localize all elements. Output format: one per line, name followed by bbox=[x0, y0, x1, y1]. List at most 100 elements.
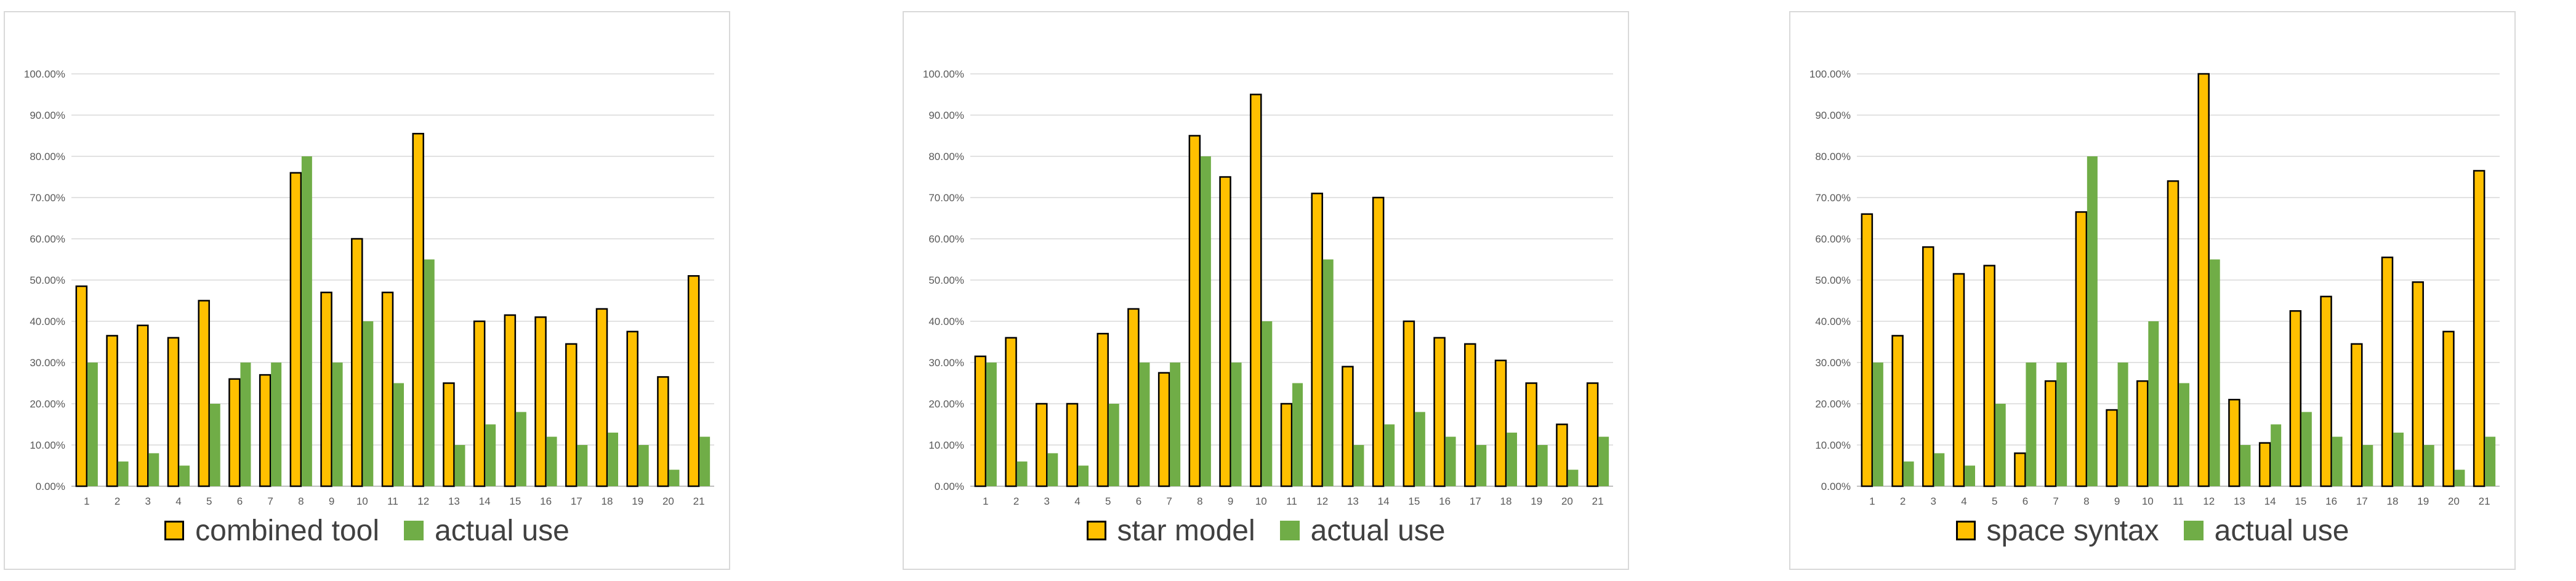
bar-model bbox=[2075, 211, 2088, 487]
bar-model bbox=[167, 337, 180, 487]
bar-model bbox=[2381, 256, 2394, 487]
bar-model bbox=[75, 285, 88, 487]
y-tick-label: 80.00% bbox=[30, 151, 65, 162]
bar-actual-use bbox=[1476, 445, 1487, 486]
bar-actual-use bbox=[1537, 445, 1548, 486]
bar-actual-use bbox=[638, 445, 649, 486]
chart-plot-area: 0.00% 10.00% 20.00% 30.00% 40.00% 50.00% 60.00… bbox=[923, 68, 1613, 505]
y-tick-label: 20.00% bbox=[928, 398, 964, 410]
bar-actual-use bbox=[424, 259, 435, 486]
y-tick-label: 100.00% bbox=[923, 68, 964, 80]
x-tick-label: 2 bbox=[1013, 495, 1019, 505]
bar-actual-use bbox=[1965, 465, 1975, 486]
bar-model bbox=[1280, 403, 1293, 487]
x-tick-label: 4 bbox=[175, 495, 181, 505]
x-tick-label: 18 bbox=[2387, 495, 2399, 505]
bar-actual-use bbox=[1507, 432, 1517, 486]
bar-model bbox=[1586, 382, 1599, 487]
bar-actual-use bbox=[2423, 445, 2434, 486]
x-tick-label: 9 bbox=[2114, 495, 2120, 505]
x-tick-label: 8 bbox=[2083, 495, 2089, 505]
bar-model bbox=[1556, 423, 1568, 487]
y-tick-label: 0.00% bbox=[935, 481, 964, 492]
bar-model bbox=[1097, 332, 1109, 487]
y-tick-label: 60.00% bbox=[30, 233, 65, 245]
bar-actual-use bbox=[515, 412, 526, 486]
bar-model bbox=[2442, 331, 2455, 487]
y-tick-label: 40.00% bbox=[1815, 316, 1851, 327]
bar-model bbox=[1433, 337, 1446, 487]
y-tick-label: 30.00% bbox=[30, 357, 65, 369]
bar-actual-use bbox=[1353, 445, 1364, 486]
bar-actual-use bbox=[2087, 156, 2098, 486]
x-tick-label: 19 bbox=[632, 495, 643, 505]
bar-actual-use bbox=[1200, 156, 1211, 486]
chart-plot-area: 0.00% 10.00% 20.00% 30.00% 40.00% 50.00% 60.00… bbox=[24, 68, 714, 505]
bar-actual-use bbox=[2148, 321, 2159, 486]
legend-label-actual-use: actual use bbox=[2214, 514, 2349, 547]
x-tick-label: 15 bbox=[509, 495, 521, 505]
bar-model bbox=[259, 374, 272, 487]
x-tick-label: 4 bbox=[1961, 495, 1966, 505]
x-tick-label: 12 bbox=[417, 495, 429, 505]
bar-model bbox=[1891, 335, 1904, 487]
x-tick-label: 7 bbox=[1166, 495, 1172, 505]
bar-model bbox=[198, 300, 210, 487]
legend-item-actual-use: actual use bbox=[1279, 514, 1446, 548]
bar-actual-use bbox=[2332, 436, 2343, 486]
bar-model bbox=[412, 132, 424, 487]
bar-model bbox=[626, 331, 638, 487]
bar-actual-use bbox=[271, 363, 282, 486]
bar-model bbox=[2228, 399, 2240, 487]
x-tick-label: 13 bbox=[1347, 495, 1359, 505]
x-tick-label: 13 bbox=[448, 495, 460, 505]
y-tick-label: 40.00% bbox=[928, 316, 964, 327]
legend-swatch-actual-use bbox=[2183, 521, 2204, 540]
x-tick-label: 1 bbox=[983, 495, 988, 505]
bar-actual-use bbox=[1078, 465, 1089, 486]
bar-model bbox=[381, 291, 394, 487]
legend-label-model: star model bbox=[1117, 514, 1255, 547]
bar-actual-use bbox=[363, 321, 374, 486]
x-tick-label: 15 bbox=[2295, 495, 2306, 505]
x-tick-label: 16 bbox=[2325, 495, 2337, 505]
bar-actual-use bbox=[1995, 404, 2006, 486]
x-tick-label: 18 bbox=[1500, 495, 1512, 505]
x-tick-label: 21 bbox=[693, 495, 705, 505]
bar-actual-use bbox=[2179, 383, 2189, 486]
bar-actual-use bbox=[1231, 363, 1242, 486]
x-tick-label: 3 bbox=[145, 495, 151, 505]
legend-label-actual-use: actual use bbox=[1310, 514, 1446, 547]
x-tick-label: 8 bbox=[1197, 495, 1202, 505]
bar-model bbox=[1372, 196, 1385, 487]
legend-label-model: combined tool bbox=[195, 514, 380, 547]
x-tick-label: 1 bbox=[1869, 495, 1875, 505]
bar-actual-use bbox=[1292, 383, 1303, 486]
x-tick-label: 16 bbox=[540, 495, 552, 505]
x-tick-label: 18 bbox=[602, 495, 613, 505]
y-tick-label: 20.00% bbox=[30, 398, 65, 410]
x-tick-label: 10 bbox=[2142, 495, 2154, 505]
legend-swatch-actual-use bbox=[1279, 521, 1300, 540]
bar-actual-use bbox=[209, 404, 220, 486]
x-tick-label: 14 bbox=[2264, 495, 2276, 505]
y-tick-label: 40.00% bbox=[30, 316, 65, 327]
bar-model bbox=[1036, 403, 1048, 487]
x-tick-label: 17 bbox=[571, 495, 582, 505]
legend-swatch-model bbox=[1086, 521, 1106, 540]
x-tick-label: 2 bbox=[115, 495, 120, 505]
x-tick-label: 20 bbox=[1561, 495, 1573, 505]
x-tick-label: 14 bbox=[479, 495, 491, 505]
legend-item-model: space syntax bbox=[1955, 514, 2159, 548]
bar-actual-use bbox=[1016, 461, 1028, 486]
x-tick-label: 20 bbox=[662, 495, 674, 505]
bar-model bbox=[1464, 343, 1476, 487]
x-tick-label: 3 bbox=[1931, 495, 1936, 505]
bar-actual-use bbox=[1322, 259, 1334, 486]
bar-actual-use bbox=[179, 465, 190, 486]
bar-model bbox=[2351, 343, 2363, 487]
x-tick-label: 14 bbox=[1378, 495, 1390, 505]
x-tick-label: 13 bbox=[2234, 495, 2245, 505]
bar-model bbox=[2320, 295, 2332, 487]
bar-model bbox=[504, 314, 517, 487]
